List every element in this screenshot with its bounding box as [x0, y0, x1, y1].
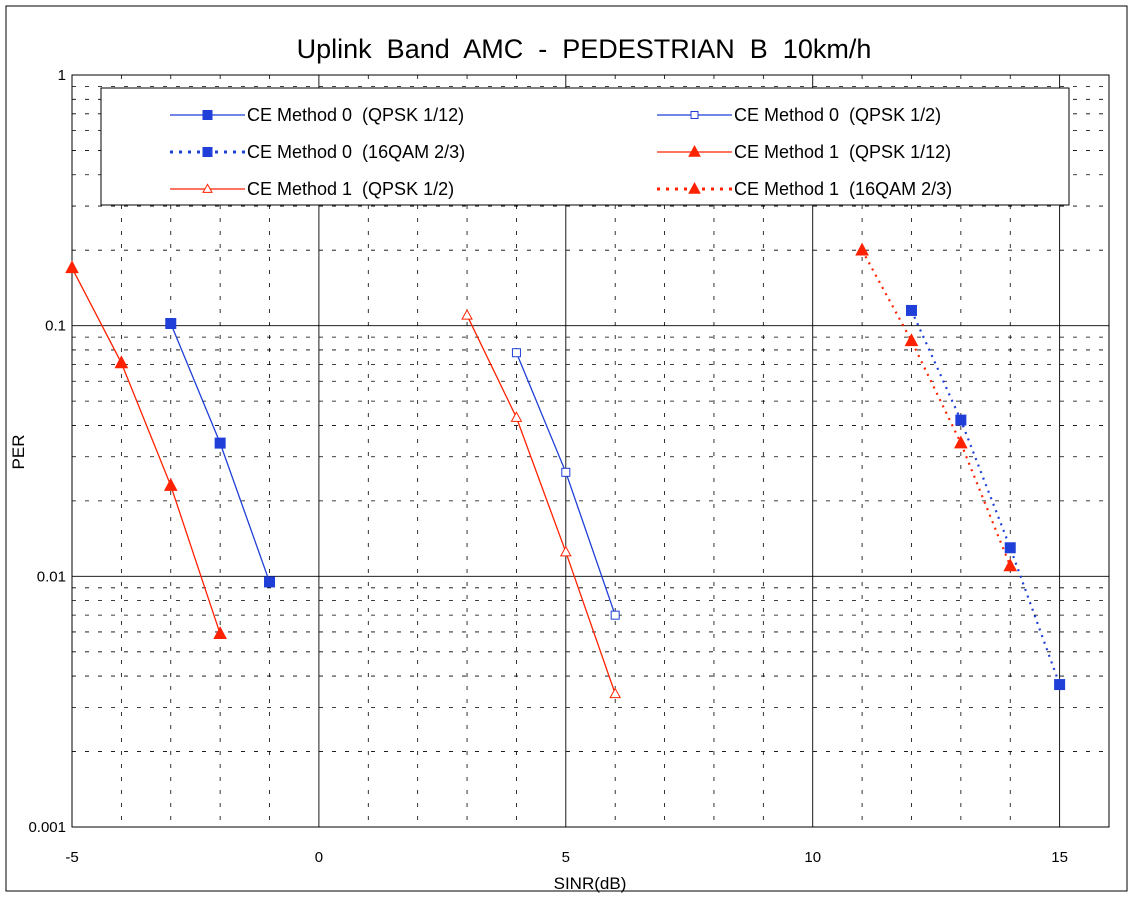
data-point	[1054, 679, 1066, 691]
legend-item-5: CE Method 1 (QPSK 1/2)	[170, 179, 454, 199]
data-point	[214, 437, 226, 449]
legend-label: CE Method 0 (QPSK 1/12)	[247, 105, 464, 125]
x-tick-label: 15	[1051, 849, 1068, 866]
data-point	[65, 260, 79, 274]
data-point	[165, 318, 177, 330]
legend-item-3: CE Method 0 (16QAM 2/3)	[170, 142, 465, 162]
y-tick-label: 1	[58, 67, 66, 84]
series-3	[905, 304, 1066, 691]
data-point	[954, 435, 968, 449]
x-tick-label: -5	[65, 849, 78, 866]
series-layer	[65, 242, 1066, 699]
x-tick-label: 5	[562, 849, 570, 866]
data-point	[1003, 558, 1018, 572]
series-line-3	[910, 310, 1061, 685]
legend-marker	[202, 110, 213, 120]
y-tick-label: 0.01	[37, 568, 66, 585]
x-axis-label: SINR(dB)	[554, 874, 627, 893]
data-point	[1004, 542, 1016, 554]
series-line-4	[71, 267, 221, 634]
data-point	[461, 309, 473, 320]
legend-marker	[202, 183, 213, 193]
series-4	[65, 260, 227, 640]
data-point	[559, 545, 572, 557]
data-point	[510, 411, 523, 422]
data-point	[610, 610, 620, 620]
legend-item-4: CE Method 1 (QPSK 1/12)	[657, 142, 951, 162]
legend-box	[100, 87, 1070, 206]
legend-label: CE Method 1 (QPSK 1/2)	[247, 179, 454, 199]
tick-labels: -5 0 5 10 15 1 0.1 0.01 0.001	[28, 67, 1068, 866]
series-2	[511, 348, 620, 620]
data-point	[163, 478, 178, 491]
series-5	[461, 309, 622, 699]
y-tick-label: 0.1	[45, 318, 66, 335]
legend-label: CE Method 0 (16QAM 2/3)	[247, 142, 465, 162]
data-point	[264, 576, 276, 588]
x-tick-label: 0	[315, 849, 323, 866]
legend-label: CE Method 1 (QPSK 1/12)	[734, 142, 951, 162]
series-6	[855, 242, 1018, 572]
legend-marker	[202, 147, 213, 157]
x-tick-label: 10	[804, 849, 821, 866]
data-point	[609, 687, 622, 699]
data-point	[511, 348, 521, 358]
data-point	[955, 414, 967, 426]
y-tick-label: 0.001	[28, 819, 66, 836]
legend-item-2: CE Method 0 (QPSK 1/2)	[657, 105, 941, 125]
data-point	[855, 242, 869, 256]
chart-title: Uplink Band AMC - PEDESTRIAN B 10km/h	[297, 34, 872, 64]
legend-item-1: CE Method 0 (QPSK 1/12)	[170, 105, 464, 125]
legend-label: CE Method 0 (QPSK 1/2)	[734, 105, 941, 125]
data-point	[905, 304, 917, 316]
legend-marker	[690, 111, 699, 119]
plot-area-border	[71, 74, 1110, 828]
legend-item-6: CE Method 1 (16QAM 2/3)	[657, 179, 952, 199]
data-point	[114, 355, 129, 369]
legend: CE Method 0 (QPSK 1/12) CE Method 0 (QPSK…	[100, 87, 1070, 206]
series-1	[165, 318, 276, 588]
legend-marker	[688, 145, 701, 157]
legend-marker	[688, 182, 701, 194]
legend-label: CE Method 1 (16QAM 2/3)	[734, 179, 952, 199]
series-line-5	[466, 315, 616, 694]
y-axis-label: PER	[9, 435, 28, 470]
data-point	[561, 467, 571, 477]
data-point	[904, 333, 919, 347]
data-point	[213, 626, 227, 640]
